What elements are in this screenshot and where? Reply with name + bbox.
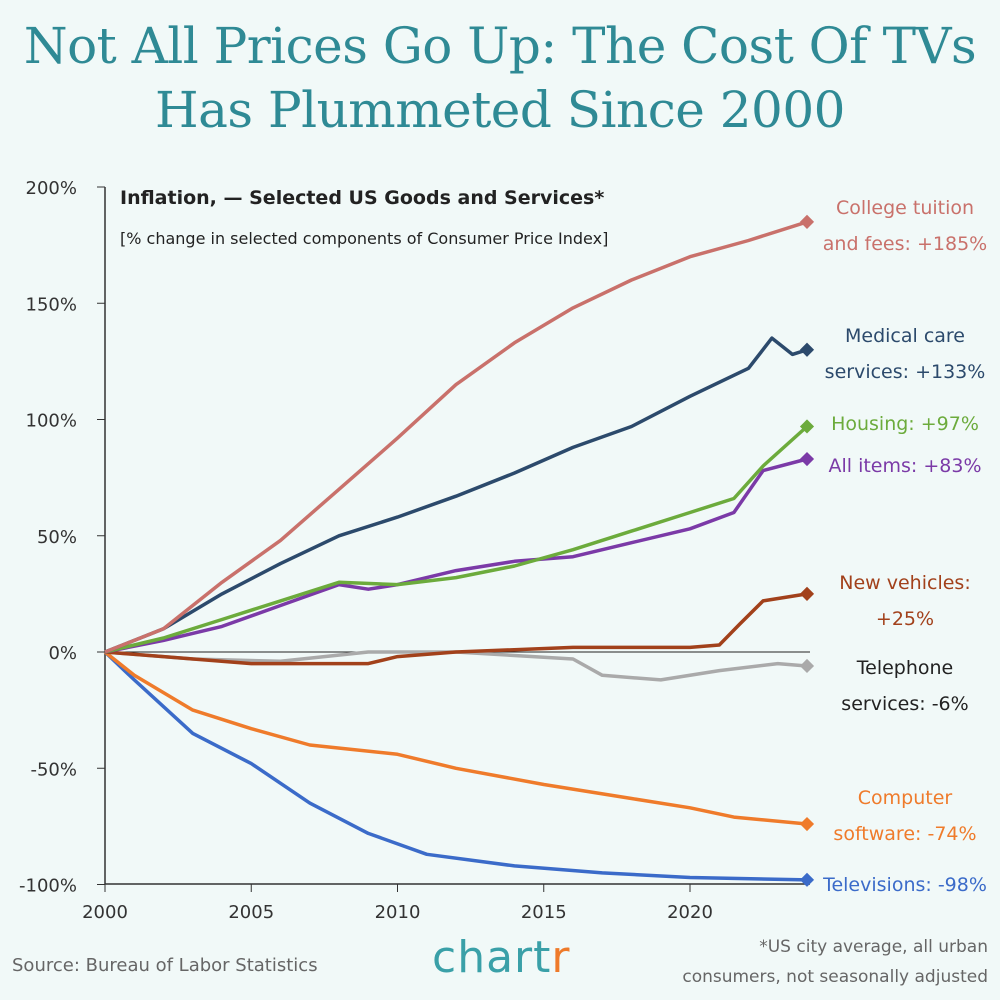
end-label-value: -98% bbox=[937, 874, 987, 896]
end-label-text: and fees: bbox=[822, 233, 917, 255]
end-label: College tuition and fees: +185% bbox=[812, 190, 998, 262]
y-tick-label: 50% bbox=[37, 527, 77, 548]
page-title: Not All Prices Go Up: The Cost Of TVs Ha… bbox=[23, 17, 977, 139]
end-label: Housing: +97% bbox=[812, 406, 998, 442]
end-label-line1: New vehicles: bbox=[839, 572, 971, 594]
end-marker bbox=[799, 342, 815, 357]
end-label-value: +25% bbox=[875, 608, 935, 630]
y-tick-label: 0% bbox=[48, 643, 77, 664]
end-label-text: All items: bbox=[828, 455, 924, 477]
end-label: Computer software: -74% bbox=[812, 780, 998, 852]
end-label: Televisions: -98% bbox=[812, 867, 998, 903]
end-label: Medical care services: +133% bbox=[812, 318, 998, 390]
series-line-all-items bbox=[104, 457, 808, 654]
chart-title: Inflation, — Selected US Goods and Servi… bbox=[120, 187, 604, 209]
y-tick-label: -100% bbox=[19, 876, 77, 897]
end-marker bbox=[799, 872, 815, 887]
footnote: *US city average, all urban consumers, n… bbox=[682, 932, 988, 992]
series-line-medical-care-services bbox=[104, 336, 808, 654]
y-tick-label: -50% bbox=[30, 759, 77, 780]
end-marker bbox=[799, 586, 815, 601]
end-label-text: Housing: bbox=[831, 413, 921, 435]
x-tick-label: 2000 bbox=[82, 902, 128, 923]
end-label-line1: Computer bbox=[857, 787, 953, 809]
end-label-value: +97% bbox=[920, 413, 979, 435]
series-line-housing bbox=[104, 425, 809, 654]
end-marker bbox=[799, 214, 815, 229]
x-tick-label: 2015 bbox=[521, 902, 567, 923]
end-label-line1: Medical care bbox=[844, 325, 965, 347]
end-label: All items: +83% bbox=[812, 448, 998, 484]
series-line-telephone-services bbox=[104, 650, 808, 682]
footnote-line-1: *US city average, all urban bbox=[759, 937, 988, 957]
end-label-value: -6% bbox=[931, 693, 969, 715]
y-tick-label: 200% bbox=[26, 178, 77, 199]
footnote-line-2: consumers, not seasonally adjusted bbox=[682, 967, 988, 987]
end-marker bbox=[799, 451, 815, 467]
series-line-computer-software bbox=[103, 650, 808, 826]
end-label-value: +185% bbox=[916, 233, 988, 255]
end-label-text: Televisions: bbox=[823, 874, 938, 896]
end-label-text: services: bbox=[824, 361, 916, 383]
end-label-text: services: bbox=[841, 693, 932, 715]
chartr-logo: chartr bbox=[432, 932, 571, 983]
end-label-line1: College tuition bbox=[835, 197, 975, 219]
chart-subtitle: [% change in selected components of Cons… bbox=[120, 229, 608, 248]
x-tick-label: 2010 bbox=[375, 902, 421, 923]
y-tick-label: 150% bbox=[26, 294, 77, 315]
y-tick-label: 100% bbox=[26, 411, 77, 432]
x-tick-label: 2005 bbox=[228, 902, 274, 923]
end-label-text: software: bbox=[833, 823, 928, 845]
end-label-value: +133% bbox=[915, 361, 986, 383]
end-marker bbox=[799, 419, 815, 434]
end-label-value: +83% bbox=[923, 455, 982, 477]
end-label-value: -74% bbox=[927, 823, 977, 845]
end-marker bbox=[799, 816, 815, 832]
series-line-televisions bbox=[103, 650, 808, 882]
source-note: Source: Bureau of Labor Statistics bbox=[12, 955, 318, 976]
end-label: New vehicles: +25% bbox=[812, 565, 998, 637]
end-label: Telephone services: -6% bbox=[812, 650, 998, 722]
series-line-college-tuition-and-fees bbox=[104, 220, 808, 654]
end-label-line1: Telephone bbox=[856, 657, 954, 679]
x-tick-label: 2020 bbox=[667, 902, 713, 923]
series-line-new-vehicles bbox=[104, 592, 808, 666]
end-marker bbox=[799, 658, 815, 674]
